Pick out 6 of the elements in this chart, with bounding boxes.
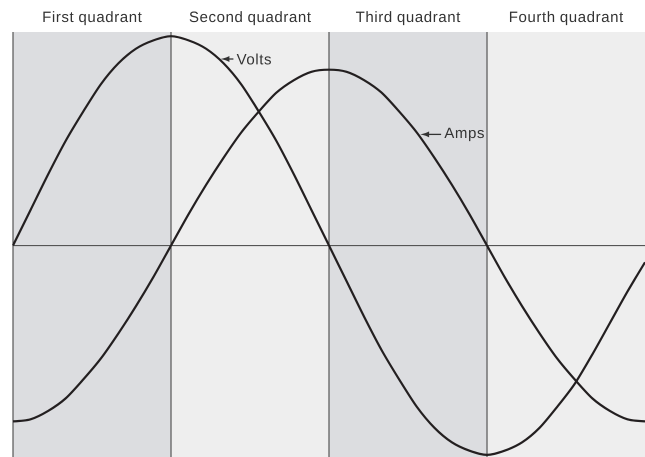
- series-label: Amps: [444, 128, 484, 142]
- text: Fourth quadrant: [510, 11, 624, 26]
- series-label: Volts: [236, 53, 271, 65]
- text: Second quadrant: [190, 11, 311, 26]
- text: First quadrant: [43, 11, 142, 26]
- text: Third quadrant: [356, 11, 460, 26]
